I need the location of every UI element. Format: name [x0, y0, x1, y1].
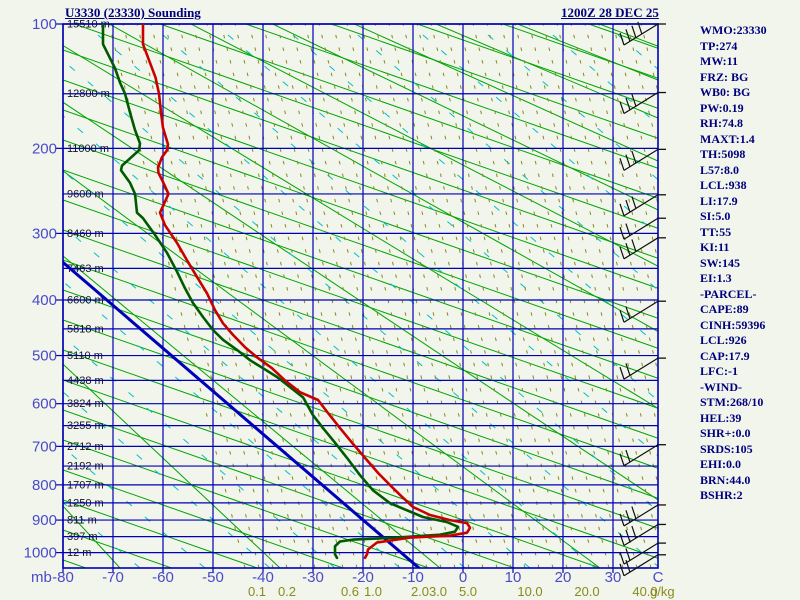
svg-text:10.0: 10.0 — [517, 584, 542, 599]
index-line: L57:8.0 — [700, 162, 739, 177]
index-line: CAP:17.9 — [700, 348, 750, 363]
index-line: STM:268/10 — [700, 395, 764, 409]
index-line: HEL:39 — [700, 410, 742, 425]
index-line: BSHR:2 — [700, 488, 743, 502]
svg-text:1.0: 1.0 — [364, 584, 382, 599]
svg-text:g/kg: g/kg — [650, 584, 675, 599]
svg-text:0.2: 0.2 — [278, 584, 296, 599]
index-line: EHI:0.0 — [700, 457, 742, 471]
index-line: RH:74.8 — [700, 116, 743, 130]
page-title: U3330 (23330) Sounding — [65, 5, 201, 20]
index-line: WMO:23330 — [700, 23, 767, 37]
index-line: BRN:44.0 — [700, 472, 751, 487]
svg-text:20: 20 — [555, 569, 572, 586]
svg-text:800: 800 — [32, 477, 57, 494]
svg-text:5.0: 5.0 — [459, 584, 477, 599]
svg-text:30: 30 — [605, 569, 622, 586]
temperature-curve — [141, 24, 472, 560]
svg-text:500: 500 — [32, 348, 57, 365]
index-line: KI:11 — [700, 240, 730, 254]
index-line: TP:274 — [700, 38, 738, 53]
parcel-line — [63, 260, 421, 568]
svg-text:20.0: 20.0 — [574, 584, 599, 599]
index-line: -WIND- — [700, 379, 742, 394]
index-line: EI:1.3 — [700, 271, 732, 285]
plot-border — [62, 23, 659, 569]
sounding-curves — [63, 24, 472, 568]
svg-text:-70: -70 — [102, 569, 124, 586]
index-line: TT:55 — [700, 224, 732, 239]
svg-text:-30: -30 — [302, 569, 324, 586]
svg-text:0: 0 — [459, 569, 467, 586]
index-line: MAXT:1.4 — [700, 131, 755, 146]
svg-text:700: 700 — [32, 438, 57, 455]
index-line: PW:0.19 — [700, 100, 744, 115]
svg-text:0.1: 0.1 — [248, 584, 266, 599]
svg-text:3.0: 3.0 — [429, 584, 447, 599]
svg-text:10: 10 — [505, 569, 522, 586]
wind-barbs — [619, 21, 666, 577]
index-line: CAPE:89 — [700, 302, 749, 316]
svg-text:40.0: 40.0 — [632, 584, 657, 599]
pressure-temperature-grid — [62, 23, 659, 569]
index-line: LCL:938 — [700, 178, 747, 192]
dewpoint-curve — [101, 24, 460, 560]
index-line: LCL:926 — [700, 333, 747, 347]
valid-time-label: 1200Z 28 DEC 25 — [561, 5, 659, 20]
svg-text:2.0: 2.0 — [411, 584, 429, 599]
svg-text:400: 400 — [32, 292, 57, 309]
svg-text:mb: mb — [31, 569, 52, 586]
index-line: SW:145 — [700, 255, 741, 270]
svg-text:0.6: 0.6 — [341, 584, 359, 599]
svg-text:-80: -80 — [52, 569, 74, 586]
svg-text:C: C — [653, 569, 664, 586]
index-line: MW:11 — [700, 54, 738, 68]
index-line: -PARCEL- — [700, 286, 757, 301]
index-line: SRDS:105 — [700, 441, 753, 456]
index-line: SHR+:0.0 — [700, 426, 751, 440]
index-line: CINH:59396 — [700, 317, 766, 332]
svg-text:-10: -10 — [402, 569, 424, 586]
svg-text:100: 100 — [32, 16, 57, 33]
index-line: WB0: BG — [700, 85, 751, 99]
svg-text:300: 300 — [32, 225, 57, 242]
index-line: FRZ: BG — [700, 69, 749, 84]
svg-text:600: 600 — [32, 396, 57, 413]
indices-panel: WMO:23330 TP:274 MW:11 FRZ: BG WB0: BG PW:0.1… — [700, 23, 767, 504]
index-line: TH:5098 — [700, 147, 746, 161]
svg-text:-20: -20 — [352, 569, 374, 586]
svg-text:-40: -40 — [252, 569, 274, 586]
svg-text:900: 900 — [32, 512, 57, 529]
svg-text:1000: 1000 — [24, 545, 57, 562]
svg-text:-50: -50 — [202, 569, 224, 586]
svg-text:200: 200 — [32, 140, 57, 157]
index-line: SI:5.0 — [700, 209, 731, 223]
svg-text:-60: -60 — [152, 569, 174, 586]
index-line: LFC:-1 — [700, 364, 738, 378]
index-line: LI:17.9 — [700, 193, 738, 208]
